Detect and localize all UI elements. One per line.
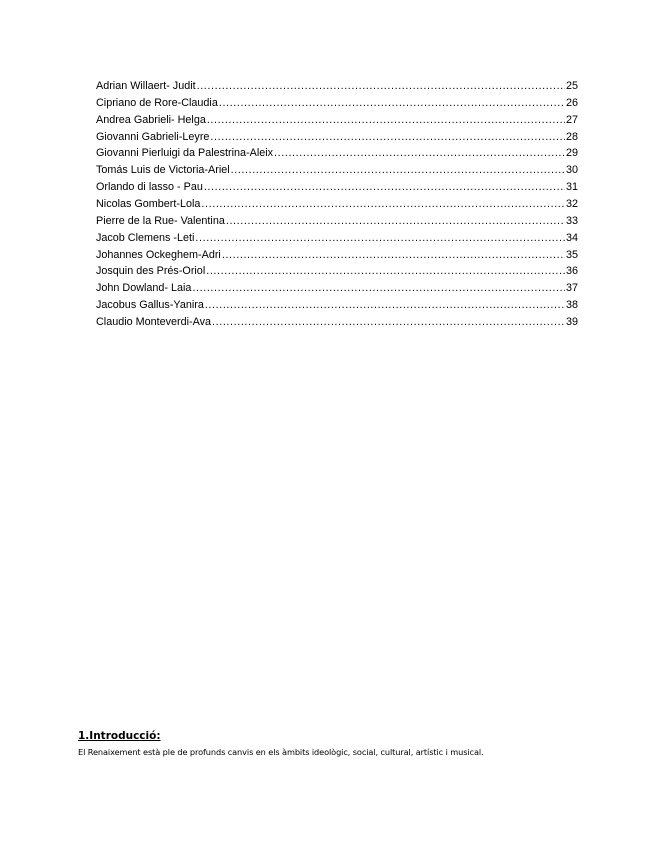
toc-entry[interactable]: Johannes Ockeghem-Adri 35 <box>96 247 578 264</box>
dot-leader <box>206 263 565 280</box>
toc-entry[interactable]: Orlando di lasso - Pau 31 <box>96 179 578 196</box>
section-heading: 1.Introducció: <box>78 730 161 742</box>
toc-entry-label: Nicolas Gombert-Lola <box>96 198 201 211</box>
toc-entry[interactable]: Tomás Luis de Victoria-Ariel 30 <box>96 162 578 179</box>
toc-entry-label: Claudio Monteverdi-Ava <box>96 316 212 329</box>
toc-entry[interactable]: Claudio Monteverdi-Ava 39 <box>96 314 578 331</box>
toc-entry[interactable]: Andrea Gabrieli- Helga 27 <box>96 112 578 129</box>
toc-entry-page: 29 <box>565 147 578 160</box>
dot-leader <box>274 145 565 162</box>
toc-entry[interactable]: Giovanni Pierluigi da Palestrina-Aleix 29 <box>96 145 578 162</box>
dot-leader <box>192 280 565 297</box>
toc-entry-page: 38 <box>565 299 578 312</box>
toc-entry-label: Cipriano de Rore-Claudia <box>96 96 218 109</box>
dot-leader <box>195 230 565 247</box>
toc-entry-page: 32 <box>565 198 578 211</box>
toc-entry-page: 28 <box>565 130 578 143</box>
toc-entry-page: 36 <box>565 265 578 278</box>
toc-entry-page: 37 <box>565 282 578 295</box>
section-paragraph: El Renaixement està ple de profunds canv… <box>78 747 484 757</box>
toc-entry-label: Johannes Ockeghem-Adri <box>96 248 221 261</box>
toc-entry-label: Jacobus Gallus-Yanira <box>96 299 204 312</box>
toc-entry-label: Pierre de la Rue- Valentina <box>96 214 225 227</box>
toc-entry-page: 31 <box>565 181 578 194</box>
toc-entry-page: 39 <box>565 316 578 329</box>
dot-leader <box>226 213 565 230</box>
toc-entry-page: 30 <box>565 164 578 177</box>
toc-entry-label: Adrian Willaert- Judit <box>96 80 196 92</box>
dot-leader <box>207 112 565 129</box>
toc-entry-page: 33 <box>565 214 578 227</box>
dot-leader <box>212 314 565 331</box>
toc-entry[interactable]: Nicolas Gombert-Lola 32 <box>96 196 578 213</box>
toc-entry-label: Jacob Clemens -Leti <box>96 231 195 244</box>
toc-entry[interactable]: Cipriano de Rore-Claudia 26 <box>96 95 578 112</box>
toc-entry[interactable]: Pierre de la Rue- Valentina 33 <box>96 213 578 230</box>
toc-entry-label: Giovanni Gabrieli-Leyre <box>96 130 210 143</box>
toc-entry[interactable]: Josquin des Prés-Oriol 36 <box>96 263 578 280</box>
toc-entry-label: John Dowland- Laia <box>96 282 192 295</box>
toc-entry-page: 26 <box>565 96 578 109</box>
dot-leader <box>197 78 565 95</box>
toc-entry[interactable]: Giovanni Gabrieli-Leyre 28 <box>96 129 578 146</box>
dot-leader <box>205 297 565 314</box>
toc-entry-label: Josquin des Prés-Oriol <box>96 265 206 278</box>
dot-leader <box>222 247 565 264</box>
dot-leader <box>231 162 565 179</box>
toc-entry-label: Giovanni Pierluigi da Palestrina-Aleix <box>96 147 274 160</box>
toc-entry[interactable]: Adrian Willaert- Judit 25 <box>96 78 578 95</box>
toc-entry-page: 34 <box>565 231 578 244</box>
dot-leader <box>210 129 565 146</box>
dot-leader <box>204 179 565 196</box>
toc-entry-page: 25 <box>565 80 578 92</box>
introduction-section: 1.Introducció: El Renaixement està ple d… <box>78 729 484 758</box>
toc-entry-label: Tomás Luis de Victoria-Ariel <box>96 164 230 177</box>
toc-entry-page: 35 <box>565 248 578 261</box>
dot-leader <box>201 196 565 213</box>
toc-entry-label: Orlando di lasso - Pau <box>96 181 203 194</box>
toc-entry[interactable]: Jacob Clemens -Leti 34 <box>96 230 578 247</box>
toc-entry-label: Andrea Gabrieli- Helga <box>96 113 206 126</box>
dot-leader <box>219 95 565 112</box>
toc-entry[interactable]: John Dowland- Laia 37 <box>96 280 578 297</box>
toc-entry[interactable]: Jacobus Gallus-Yanira 38 <box>96 297 578 314</box>
table-of-contents: Adrian Willaert- Judit 25 Cipriano de Rore… <box>96 78 578 331</box>
toc-entry-page: 27 <box>565 113 578 126</box>
